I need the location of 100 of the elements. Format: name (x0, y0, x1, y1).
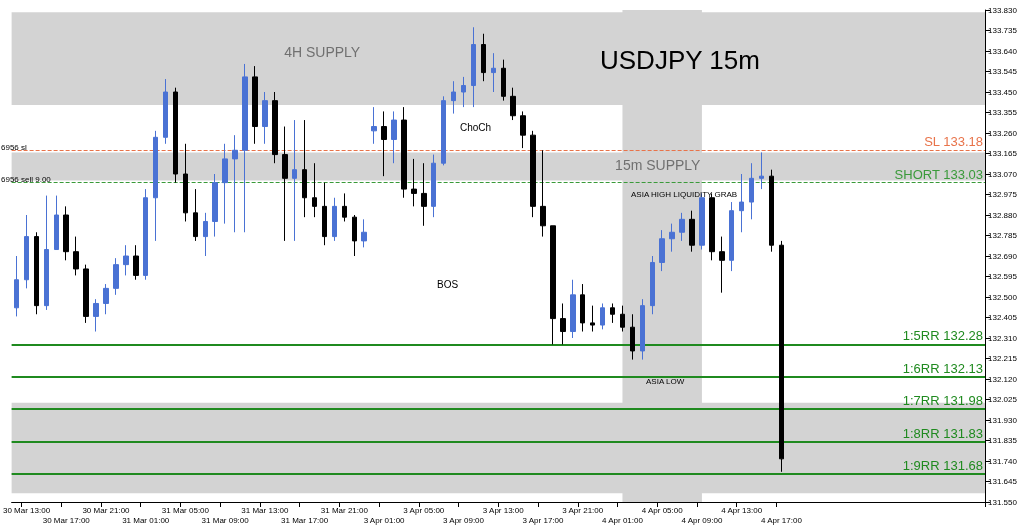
x-tick-label: 3 Apr 17:00 (522, 515, 565, 525)
ref-line-label: 1:8RR 131.83 (902, 425, 983, 441)
candlestick (292, 119, 297, 242)
x-tick-label: 4 Apr 01:00 (602, 515, 644, 525)
candlestick (431, 154, 436, 218)
y-tick-label: 132.120 (988, 374, 1018, 384)
y-tick-label: 133.260 (988, 128, 1018, 138)
y-tick-label: 132.785 (988, 231, 1018, 240)
x-tick-label: 4 Apr 09:00 (681, 515, 723, 525)
candlestick (610, 302, 615, 324)
x-tick-label: 3 Apr 01:00 (363, 515, 406, 525)
annotation: 6956 sl (1, 142, 28, 152)
candlestick (729, 201, 734, 272)
y-tick-label: 132.215 (988, 354, 1018, 363)
candlestick (83, 264, 89, 324)
x-tick-label: 30 Mar 21:00 (82, 505, 131, 515)
candlestick (163, 78, 168, 145)
x-tick-label: 30 Mar 13:00 (2, 505, 51, 515)
candlestick (590, 305, 595, 333)
y-tick-label: 131.550 (988, 497, 1018, 507)
candlestick (302, 119, 307, 218)
x-tick-label: 31 Mar 13:00 (241, 505, 290, 515)
candlestick (510, 87, 516, 121)
candlestick (14, 255, 19, 317)
candlestick (103, 283, 109, 315)
ref-line-label: 1:9RR 131.68 (902, 457, 983, 473)
candlestick (600, 302, 605, 330)
x-tick-label: 31 Mar 05:00 (161, 505, 210, 515)
x-tick-label: 31 Mar 21:00 (320, 505, 369, 515)
candlestick (620, 305, 625, 333)
candlestick (580, 283, 585, 333)
candlestick (411, 158, 417, 207)
y-tick-label: 132.500 (988, 292, 1018, 302)
candlestick (203, 212, 208, 257)
candlestick (34, 231, 39, 315)
x-tick-label: 3 Apr 21:00 (562, 505, 604, 515)
candlestick (222, 143, 228, 225)
candlestick (282, 126, 288, 242)
y-tick-label: 132.690 (988, 251, 1018, 261)
y-tick-label: 132.595 (988, 272, 1018, 281)
annotation: ASIA HIGH LIQUIDITY GRAB (631, 189, 738, 199)
y-tick-label: 132.880 (988, 210, 1018, 220)
x-tick-label: 30 Mar 17:00 (42, 515, 91, 525)
candlestick (630, 313, 635, 361)
candlestick (54, 195, 59, 251)
candlestick (679, 212, 685, 242)
x-tick-label: 31 Mar 01:00 (122, 515, 170, 525)
ref-line-label: 1:7RR 131.98 (902, 393, 983, 409)
candlestick (689, 210, 695, 253)
x-tick-label: 4 Apr 05:00 (641, 505, 684, 515)
candlestick (481, 33, 486, 82)
candlestick (361, 218, 367, 248)
ref-line-label: 1:6RR 132.13 (902, 360, 983, 376)
y-tick-label: 131.930 (988, 415, 1018, 425)
candlestick (491, 52, 496, 93)
candlestick (739, 173, 744, 233)
band-label: 4H SUPPLY (284, 43, 361, 60)
candlestick (63, 205, 69, 261)
candlestick (451, 80, 456, 115)
candlestick (640, 298, 645, 361)
y-tick-label: 133.830 (988, 5, 1018, 15)
candlestick (461, 76, 466, 108)
candlestick (570, 279, 576, 339)
annotation: 6956 sell 9.00 (1, 174, 52, 184)
candlestick (520, 110, 526, 149)
ref-line-label: SHORT 133.03 (894, 166, 983, 182)
candlestick (669, 223, 675, 253)
y-tick-label: 131.835 (988, 436, 1018, 445)
y-tick-label: 133.355 (988, 108, 1018, 117)
annotation: BOS (437, 278, 459, 290)
y-tick-label: 133.640 (988, 46, 1018, 56)
x-tick-label: 4 Apr 17:00 (760, 515, 803, 525)
candlestick (24, 214, 29, 289)
candlestick (143, 188, 148, 281)
candlestick (322, 182, 327, 246)
x-tick-label: 3 Apr 09:00 (443, 515, 485, 525)
candlestick (550, 225, 556, 345)
x-tick-label: 4 Apr 13:00 (721, 505, 763, 515)
y-tick-label: 132.025 (988, 395, 1018, 404)
candlestick (212, 173, 218, 238)
x-tick-label: 3 Apr 05:00 (403, 505, 445, 515)
candlestick (232, 134, 238, 233)
text: USDJPY 15m (600, 45, 760, 75)
y-tick-label: 132.975 (988, 190, 1018, 199)
candlestick (93, 298, 99, 333)
y-tick-label: 133.545 (988, 67, 1018, 76)
candlestick (44, 195, 49, 311)
candlestick (312, 162, 317, 218)
candlestick (719, 236, 725, 294)
candlestick (113, 257, 119, 296)
candlestick (242, 63, 248, 233)
y-tick-label: 133.070 (988, 169, 1018, 179)
candlestick (650, 255, 655, 315)
candlestick (769, 169, 774, 253)
candlestick (173, 87, 178, 184)
candlestick (332, 197, 337, 242)
candlestick (540, 149, 546, 238)
candlestick (530, 130, 536, 218)
annotation: ChoCh (460, 121, 492, 133)
ref-line-label: 1:5RR 132.28 (902, 328, 983, 344)
